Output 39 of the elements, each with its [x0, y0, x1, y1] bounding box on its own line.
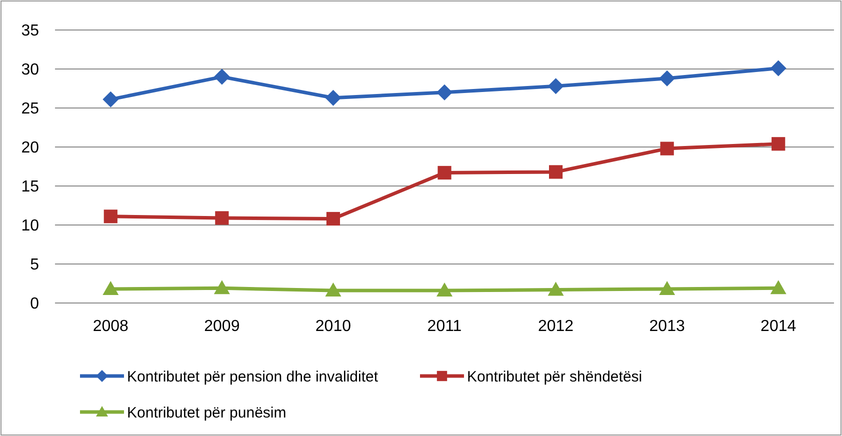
y-tick-label: 25	[21, 100, 40, 118]
y-tick-label: 0	[30, 296, 40, 313]
point	[325, 90, 342, 106]
y-tick-label: 10	[21, 218, 40, 235]
point	[548, 78, 564, 94]
point	[770, 280, 786, 294]
legend-label: Kontributet për pension dhe invaliditet	[127, 368, 379, 386]
y-tick-label: 30	[21, 62, 40, 79]
point	[438, 166, 452, 180]
point	[548, 165, 563, 179]
point	[770, 60, 786, 76]
point	[659, 70, 676, 86]
point	[548, 282, 564, 296]
x-tick-label: 2014	[760, 318, 796, 335]
point	[436, 84, 452, 100]
y-tick-label: 35	[21, 22, 40, 40]
point	[326, 212, 340, 226]
point	[215, 211, 229, 225]
y-tick-label: 5	[30, 256, 40, 274]
point	[102, 280, 119, 295]
point	[214, 68, 230, 85]
point	[660, 142, 674, 156]
legend-label: Kontributet për shëndetësi	[467, 368, 642, 386]
x-tick-label: 2009	[204, 318, 240, 335]
y-tick-label: 20	[21, 140, 40, 157]
x-tick-label: 2010	[315, 318, 352, 335]
point	[659, 280, 676, 295]
point	[325, 282, 342, 297]
x-tick-label: 2012	[538, 318, 574, 335]
point	[214, 280, 230, 294]
point	[102, 91, 119, 108]
y-tick-label: 15	[21, 178, 40, 196]
x-tick-label: 2013	[649, 318, 685, 335]
point	[436, 282, 452, 297]
legend-label: Kontributet për punësim	[127, 404, 286, 422]
x-tick-label: 2011	[427, 318, 462, 335]
x-tick-label: 2008	[92, 318, 129, 335]
point	[104, 210, 118, 224]
point	[772, 137, 786, 151]
